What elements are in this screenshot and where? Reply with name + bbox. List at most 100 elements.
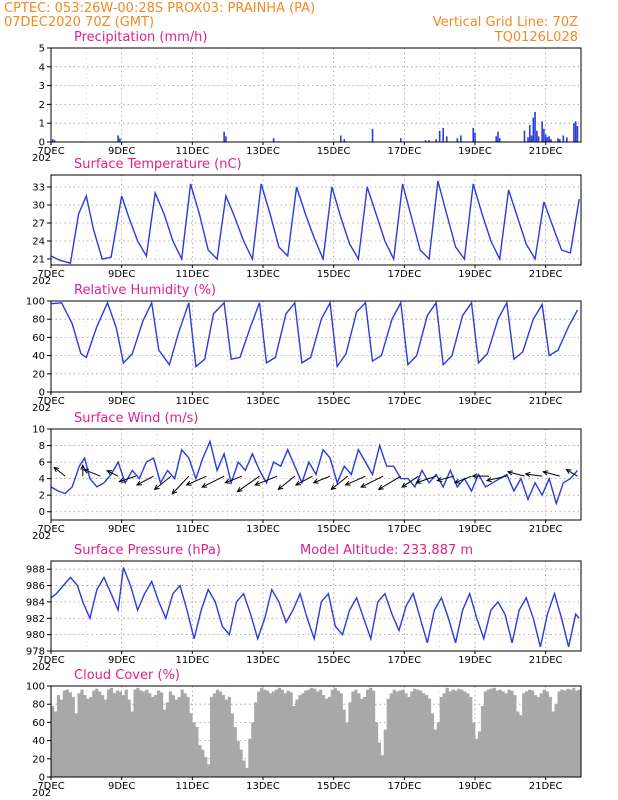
cloud-bar bbox=[80, 689, 84, 777]
precip-bar bbox=[117, 135, 119, 142]
y-tick-label: 60 bbox=[32, 333, 45, 344]
cloud-bar bbox=[383, 729, 387, 777]
cloud-bar bbox=[174, 699, 178, 777]
cloud-bar bbox=[330, 689, 334, 777]
wind-arrow bbox=[454, 475, 472, 484]
y-tick-label: 27 bbox=[32, 219, 45, 230]
precip-bar bbox=[543, 128, 545, 142]
x-tick-label: 7DEC bbox=[37, 269, 64, 280]
cloud-bar bbox=[215, 689, 220, 777]
precip-bar bbox=[576, 126, 579, 142]
precip-bar bbox=[438, 130, 441, 142]
cloud-bar bbox=[554, 704, 558, 777]
precip-bar bbox=[528, 125, 531, 142]
wind-arrowhead bbox=[485, 477, 492, 483]
cloud-bar bbox=[157, 690, 161, 777]
cloud-bar bbox=[424, 695, 429, 777]
cloud-bar bbox=[283, 693, 287, 777]
x-tick-label: 9DEC bbox=[108, 269, 135, 280]
cloud-bar bbox=[271, 691, 276, 777]
cloud-bar bbox=[98, 691, 102, 777]
x-tick-label: 17DEC bbox=[387, 146, 421, 157]
panel-rh: 0 20 40 60 80 100 7DEC 9DEC 11DEC 13DEC 15DEC 17DEC… bbox=[26, 283, 582, 414]
cloud-bar bbox=[112, 693, 117, 777]
x-edge-label: 202 bbox=[32, 403, 51, 414]
cloud-bar bbox=[165, 702, 170, 777]
x-tick-label: 21DEC bbox=[529, 524, 563, 535]
cloud-bar bbox=[207, 764, 211, 777]
wind-arrowhead bbox=[236, 486, 243, 493]
cloud-bar bbox=[525, 691, 529, 777]
cloud-bar bbox=[127, 699, 131, 777]
cloud-bar bbox=[454, 690, 458, 777]
cloud-bar bbox=[345, 722, 349, 777]
cloud-bar bbox=[106, 689, 111, 777]
precip-bar bbox=[557, 138, 559, 142]
precip-bar bbox=[371, 128, 374, 142]
cloud-bar bbox=[377, 742, 382, 777]
y-tick-label: 20 bbox=[32, 754, 45, 765]
cloud-bar bbox=[413, 688, 417, 777]
precip-bar bbox=[546, 137, 549, 142]
wind-arrow bbox=[186, 475, 207, 486]
x-tick-label: 7DEC bbox=[37, 781, 64, 792]
cloud-bar bbox=[159, 692, 164, 777]
cloud-bar bbox=[510, 690, 514, 777]
header-line2-right: Vertical Grid Line: 70Z bbox=[433, 15, 578, 30]
cloud-bar bbox=[254, 702, 258, 777]
wind-arrow bbox=[507, 471, 525, 477]
panel-frame bbox=[50, 428, 582, 521]
panel-precip: 0 1 2 3 4 5 7DEC 9DEC 11DEC 13DEC 15DEC 17DEC 19DEC 2… bbox=[32, 30, 582, 164]
cloud-bar bbox=[401, 689, 405, 777]
cloud-bar bbox=[51, 706, 55, 777]
cloud-bar bbox=[154, 695, 158, 777]
y-tick-label: 8 bbox=[39, 441, 45, 452]
wind-arrowhead bbox=[330, 484, 337, 491]
y-tick-label: 40 bbox=[32, 351, 45, 362]
cloud-bar bbox=[448, 691, 452, 777]
cloud-bar bbox=[578, 689, 582, 777]
x-tick-label: 21DEC bbox=[529, 146, 563, 157]
cloud-bar bbox=[183, 693, 187, 777]
precip-bar bbox=[523, 130, 526, 142]
y-tick-label: 4 bbox=[39, 62, 45, 73]
y-tick-label: 5 bbox=[39, 44, 45, 55]
x-tick-label: 7DEC bbox=[37, 655, 64, 666]
wind-arrowhead bbox=[377, 484, 384, 490]
wind-arrowhead bbox=[135, 480, 142, 486]
cloud-bar bbox=[180, 689, 184, 777]
cloud-bar bbox=[268, 693, 273, 777]
panel-title: Relative Humidity (%) bbox=[74, 283, 216, 298]
cloud-bar bbox=[389, 693, 393, 777]
panel-title: Surface Pressure (hPa) bbox=[74, 543, 221, 558]
wind-arrow bbox=[83, 469, 101, 477]
x-tick-label: 11DEC bbox=[175, 396, 209, 407]
wind-arrow bbox=[154, 475, 172, 490]
wind-arrowhead bbox=[224, 478, 231, 484]
cloud-bar bbox=[56, 695, 61, 777]
cloud-bar bbox=[398, 690, 402, 777]
precip-bar bbox=[537, 136, 540, 142]
x-tick-label: 7DEC bbox=[37, 524, 64, 535]
cloud-bar bbox=[460, 689, 464, 777]
x-tick-label: 11DEC bbox=[175, 781, 209, 792]
cloud-bar bbox=[548, 696, 552, 777]
x-tick-label: 13DEC bbox=[246, 781, 280, 792]
y-tick-label: 3 bbox=[39, 81, 45, 92]
x-tick-label: 15DEC bbox=[317, 146, 351, 157]
panel-frame bbox=[50, 300, 582, 393]
precip-bar bbox=[498, 138, 501, 142]
y-tick-label: 980 bbox=[26, 630, 45, 641]
x-tick-label: 7DEC bbox=[37, 396, 64, 407]
cloud-bar bbox=[419, 690, 423, 777]
wind-arrowhead bbox=[106, 470, 113, 475]
wind-arrowhead bbox=[401, 482, 407, 488]
cloud-bar bbox=[142, 691, 146, 777]
cloud-bar bbox=[416, 689, 420, 777]
cloud-bar bbox=[109, 687, 114, 777]
cloud-bar bbox=[124, 689, 128, 777]
precip-bar bbox=[534, 111, 536, 142]
wind-arrow bbox=[171, 475, 190, 495]
precip-bar bbox=[53, 140, 56, 142]
cloud-bar bbox=[248, 738, 252, 777]
